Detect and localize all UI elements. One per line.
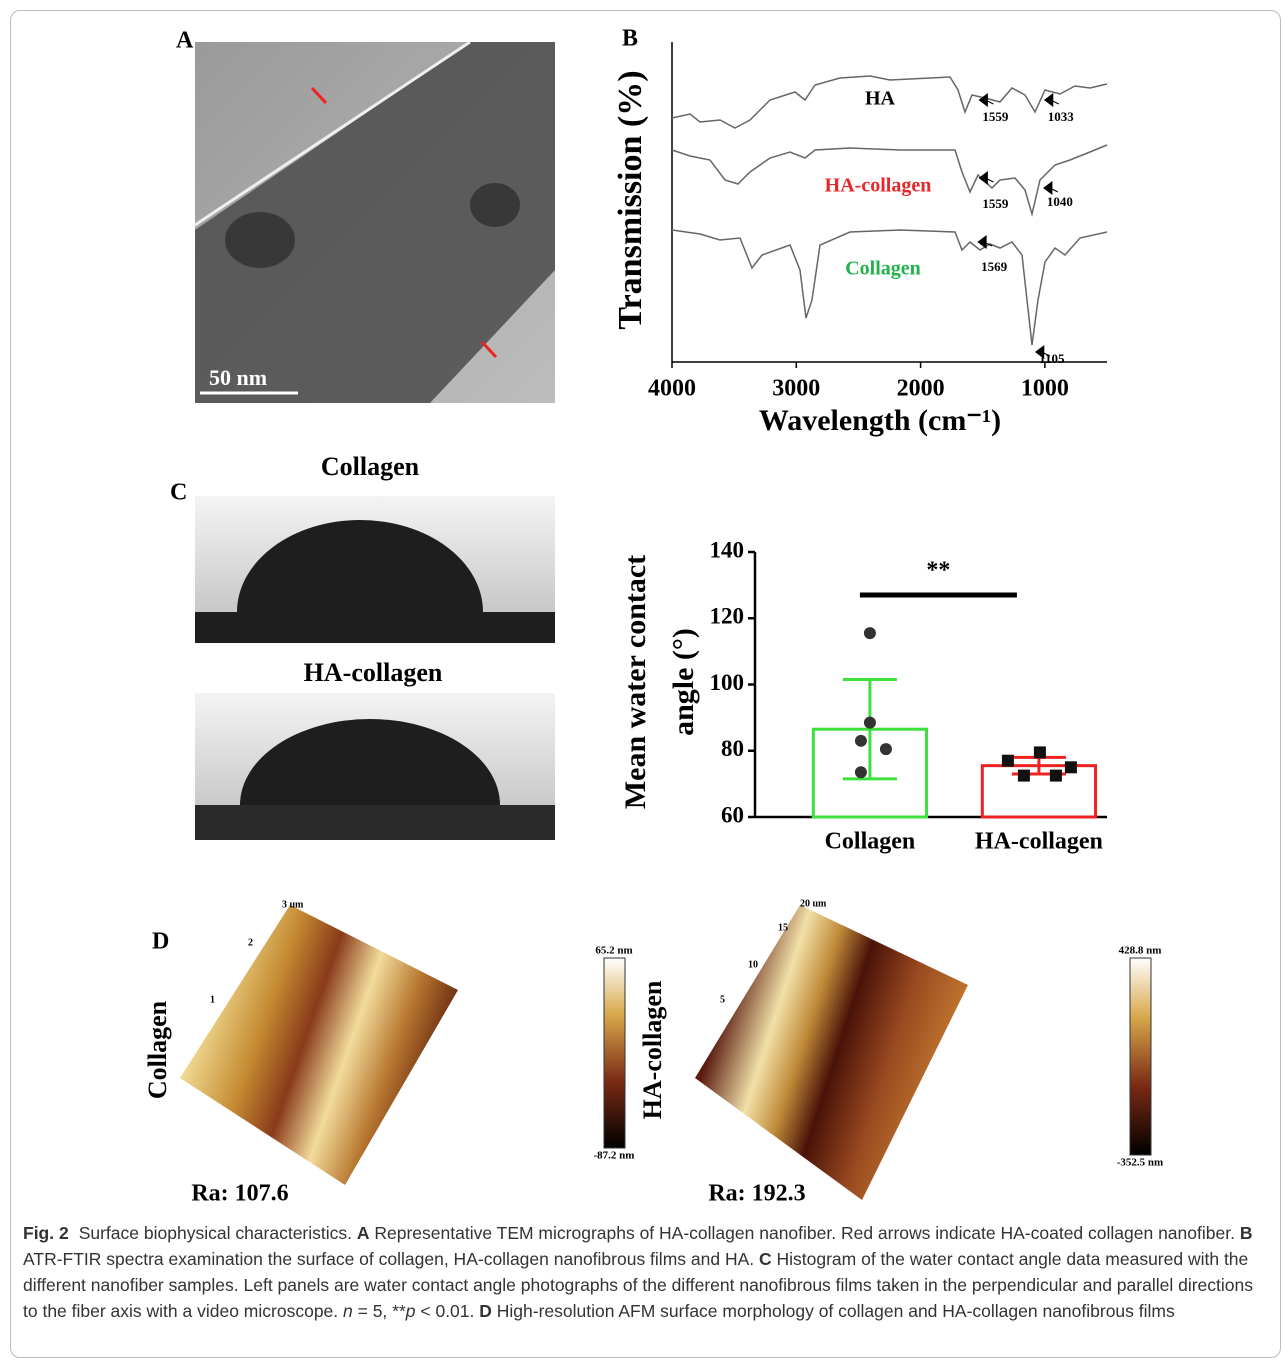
afm-tick: 2 [248,937,253,948]
y-tick-label: 80 [721,736,744,761]
caption-text: < 0.01. [416,1301,480,1321]
panel-label: C [170,480,187,506]
sample-label: Collagen [143,1000,172,1099]
colorbar-max: 65.2 nm [595,945,632,957]
x-tick-label: 1000 [1021,376,1069,402]
y-tick-label: 60 [721,802,744,827]
peak-label: 1559 [982,109,1009,124]
y-tick-label: 140 [710,537,745,562]
page: A 50 nm B Transmission (%) Wavelength (c… [0,0,1285,1362]
particle [470,183,520,227]
peak-label: 1559 [982,196,1009,211]
data-point [855,766,867,778]
caption-text: C [759,1249,772,1269]
spectrum-label: HA-collagen [825,175,932,197]
x-tick-label: Collagen [825,829,916,855]
caption-text: n [343,1301,353,1321]
peak-label: 1040 [1047,194,1073,209]
y-tick-label: 100 [710,670,745,695]
caption-text: B [1240,1223,1253,1243]
caption-text: High-resolution AFM surface morphology o… [492,1301,1175,1321]
y-axis-title: angle (°) [667,628,700,736]
significance-label: ** [926,558,950,584]
x-tick-label: 4000 [648,376,696,402]
data-point [864,627,876,639]
x-tick-label: HA-collagen [975,829,1103,855]
peak-arrow [1044,182,1058,194]
x-axis-title: Wavelength (cm⁻¹) [759,404,1001,437]
colorbar [1130,958,1151,1155]
peak-arrow [1045,94,1059,106]
afm-tick: 3 um [282,899,304,910]
caption-text: p [406,1301,416,1321]
data-point [855,735,867,747]
caption-text: Surface biophysical characteristics. [79,1223,357,1243]
x-tick-label: 3000 [772,376,820,402]
afm-surface [695,905,968,1200]
colorbar-max: 428.8 nm [1119,945,1162,957]
data-point [1018,770,1030,782]
caption-text: D [479,1301,492,1321]
peak-arrow [979,172,993,184]
spectrum-label: HA [865,88,896,110]
photo-title: HA-collagen [304,658,443,687]
spectrum-line [672,230,1107,345]
colorbar-min: -87.2 nm [594,1150,635,1162]
afm-tick: 10 [748,959,758,970]
caption-text: A [357,1223,370,1243]
data-point [1002,755,1014,767]
afm-tick: 20 um [800,898,827,909]
afm-tick: 1 [210,994,215,1005]
afm-tick: 15 [778,922,788,933]
substrate [195,612,555,643]
caption-text: Representative TEM micrographs of HA-col… [370,1223,1240,1243]
caption-label: Fig. 2 [23,1223,69,1243]
figure: A 50 nm B Transmission (%) Wavelength (c… [0,0,1285,1215]
data-point [864,717,876,729]
photo-title: Collagen [321,452,420,481]
peak-label: 1033 [1048,109,1075,124]
substrate [195,805,555,840]
peak-arrow [978,236,992,248]
data-point [880,743,892,755]
y-axis-title: Transmission (%) [612,70,649,329]
data-point [1065,761,1077,773]
afm-surface [180,905,458,1185]
y-tick-label: 120 [710,604,745,629]
peak-label: 1569 [981,259,1008,274]
x-tick-label: 2000 [897,376,945,402]
particle [225,212,295,268]
spectrum-label: Collagen [845,258,921,280]
caption-text: = 5, ** [353,1301,406,1321]
panel-label: B [622,26,638,52]
y-axis-title: Mean water contact [619,555,652,809]
data-point [1050,770,1062,782]
colorbar-min: -352.5 nm [1117,1157,1163,1169]
panel-label: A [176,28,194,54]
colorbar [604,958,625,1148]
roughness: Ra: 107.6 [191,1181,288,1207]
afm-tick: 5 [720,994,725,1005]
panel-label: D [152,929,169,955]
roughness: Ra: 192.3 [708,1181,805,1207]
scale-bar-label: 50 nm [209,365,267,390]
peak-label: 1105 [1039,351,1065,366]
sample-label: HA-collagen [638,980,667,1119]
caption-text: ATR-FTIR spectra examination the surface… [23,1249,759,1269]
caption: Fig. 2 Surface biophysical characteristic… [23,1220,1268,1324]
data-point [1034,746,1046,758]
